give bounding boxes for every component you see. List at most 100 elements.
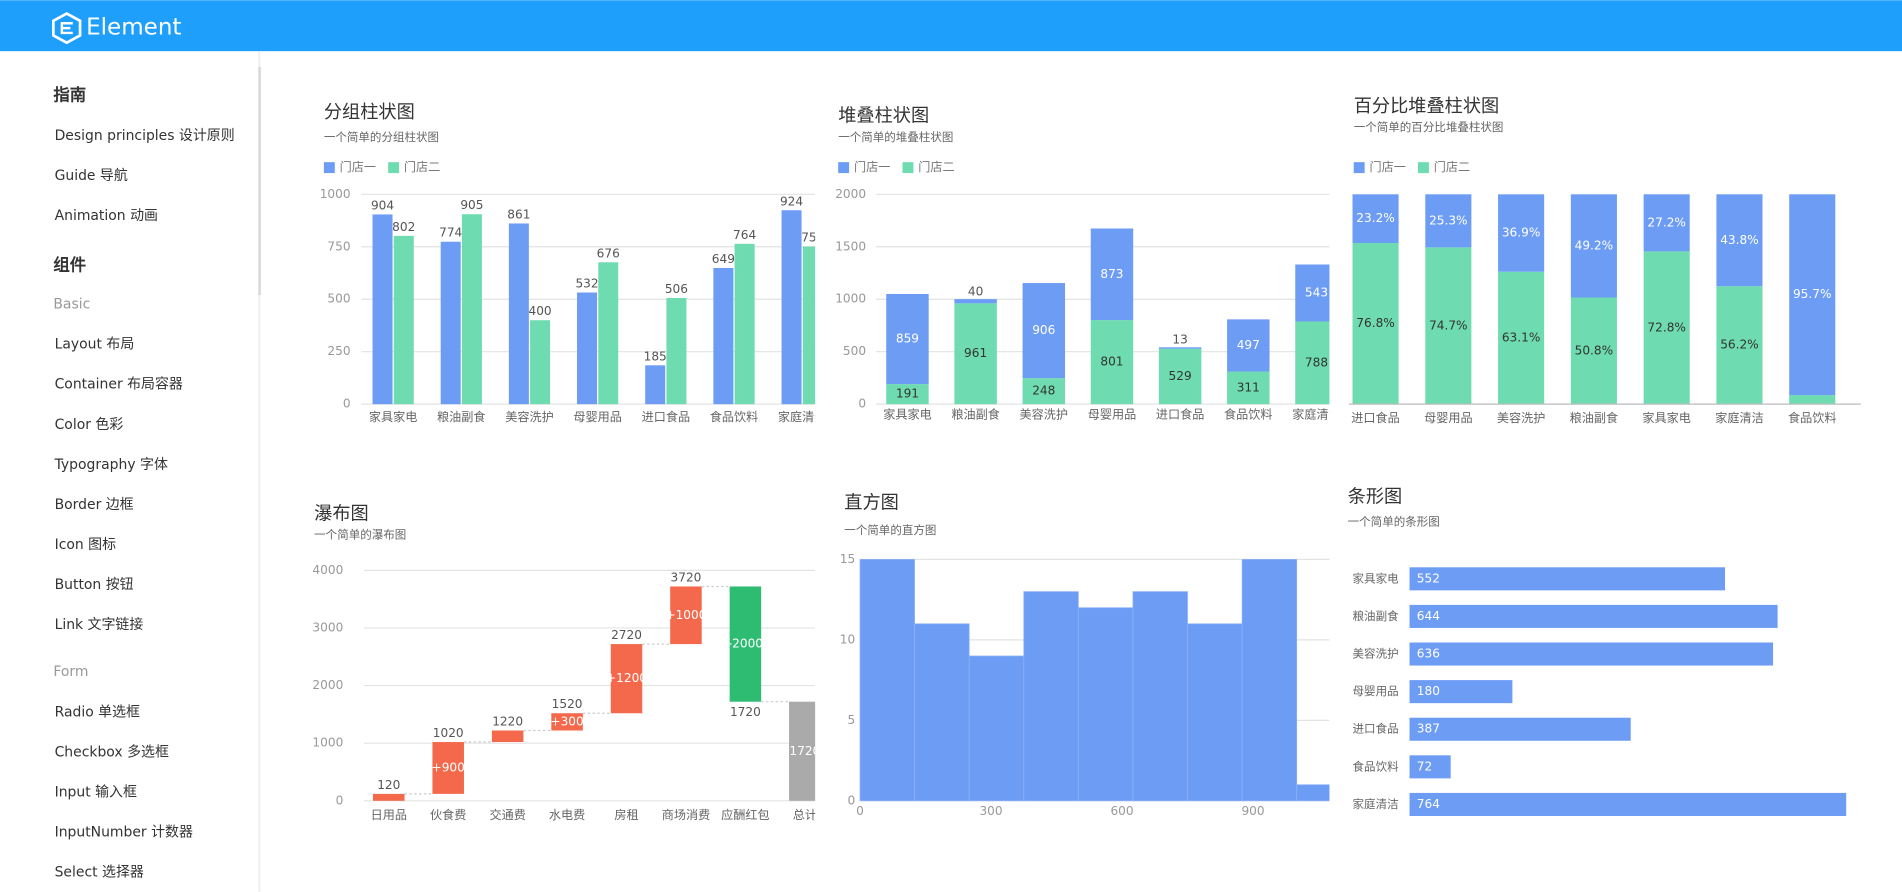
x-tick-label: 食品饮料 — [1224, 407, 1273, 422]
bar — [610, 644, 643, 714]
nav-item[interactable]: Color 色彩 — [55, 416, 124, 433]
x-tick-label: 美容洗护 — [1497, 410, 1546, 425]
bar-segment — [1227, 371, 1270, 405]
x-tick-label: 母婴用品 — [1424, 411, 1473, 425]
sidebar: 指南 Design principles 设计原则 Guide 导航 Animatio… — [53, 86, 234, 881]
legend-swatch — [1418, 162, 1429, 174]
y-tick-label: 食品饮料 — [1353, 759, 1400, 773]
legend-label: 门店一 — [340, 159, 376, 174]
bar-segment — [1789, 395, 1836, 405]
bar — [577, 292, 598, 405]
data-label: 676 — [597, 246, 620, 260]
section-title: 指南 — [53, 86, 86, 105]
data-label: 801 — [1100, 355, 1123, 369]
bar — [670, 586, 702, 645]
chart-title: 分组柱状图 — [324, 102, 415, 123]
nav-item[interactable]: Checkbox 多选框 — [55, 743, 169, 760]
nav-item[interactable]: Guide 导航 — [55, 168, 128, 184]
data-label: 400 — [529, 304, 552, 318]
data-label: 859 — [896, 332, 919, 346]
nav-item[interactable]: Button 按钮 — [55, 577, 134, 593]
nav-item[interactable]: Animation 动画 — [55, 208, 158, 224]
logo-text: Element — [86, 15, 181, 41]
x-tick-label: 900 — [1241, 804, 1264, 818]
legend-swatch — [902, 162, 914, 174]
x-tick-label: 应酬红包 — [721, 807, 770, 822]
bar-segment — [1158, 348, 1202, 405]
bar — [373, 793, 405, 801]
nav-item[interactable]: Layout 布局 — [55, 337, 135, 353]
x-tick-label: 食品饮料 — [1788, 410, 1837, 425]
y-tick-label: 3000 — [312, 620, 343, 634]
y-tick-label: 进口食品 — [1353, 722, 1399, 736]
nav-item[interactable]: Container 布局容器 — [55, 376, 183, 393]
running-total-label: 120 — [377, 778, 400, 792]
nav-item[interactable]: Border 边框 — [55, 497, 134, 513]
y-tick-label: 500 — [843, 344, 866, 358]
bar-segment — [1498, 194, 1545, 272]
x-tick-label: 日用品 — [371, 808, 407, 822]
nav-item[interactable]: Link 文字链接 — [55, 616, 144, 633]
y-tick-label: 1000 — [320, 187, 351, 201]
y-tick-label: 5 — [847, 713, 855, 727]
x-tick-label: 食品饮料 — [710, 409, 759, 424]
data-label: +1000 — [665, 608, 706, 622]
bar — [666, 297, 687, 405]
bar — [1409, 717, 1631, 741]
y-tick-label: 2000 — [312, 678, 343, 692]
x-tick-label: 母婴用品 — [1088, 408, 1137, 422]
data-label: 248 — [1032, 384, 1055, 398]
bar-segment — [1425, 247, 1472, 405]
bar-segment — [1227, 319, 1270, 372]
sidebar-border — [258, 51, 261, 892]
data-label: 644 — [1417, 609, 1440, 623]
bar-segment — [1643, 251, 1690, 405]
chart-subtitle: 一个简单的条形图 — [1348, 514, 1440, 528]
running-total-label: 2720 — [611, 628, 642, 642]
data-label: 906 — [1032, 323, 1055, 337]
x-tick-label: 商场消费 — [662, 807, 711, 822]
data-label: 774 — [439, 226, 462, 240]
bar-segment — [1352, 194, 1399, 243]
section-title: 组件 — [53, 255, 86, 274]
chart-title: 瀑布图 — [314, 504, 369, 525]
logo[interactable]: Element — [52, 12, 181, 45]
data-label: 861 — [507, 207, 530, 221]
nav-item[interactable]: InputNumber 计数器 — [55, 824, 193, 840]
chart-title: 直方图 — [844, 493, 899, 514]
running-total-label: 1720 — [730, 705, 761, 719]
bar-segment — [1498, 271, 1545, 405]
histogram-bar — [1078, 607, 1134, 802]
running-total-label: 1520 — [552, 697, 583, 711]
bar — [789, 701, 816, 801]
nav-item[interactable]: Design principles 设计原则 — [55, 128, 235, 144]
bar-segment — [1352, 242, 1399, 405]
data-label: 905 — [460, 198, 483, 212]
data-label: 904 — [371, 198, 394, 212]
data-label: 185 — [644, 349, 667, 363]
running-total-label: 1220 — [492, 715, 523, 729]
bar — [372, 214, 393, 405]
x-tick-label: 家庭清洁 — [1715, 410, 1764, 425]
bar-segment — [1789, 194, 1836, 396]
histogram-bar — [1023, 591, 1079, 802]
data-label: +900 — [432, 760, 465, 774]
nav-item[interactable]: Icon 图标 — [55, 537, 117, 553]
histogram-bar — [1187, 623, 1243, 802]
nav-item[interactable]: Input 输入框 — [55, 784, 137, 800]
bar-segment — [954, 303, 997, 405]
x-tick-label: 母婴用品 — [573, 410, 622, 424]
x-tick-label: 家庭清洁 — [778, 409, 827, 424]
nav-item[interactable]: Select 选择器 — [55, 864, 144, 880]
data-label: 72.8% — [1647, 320, 1686, 334]
bar — [1409, 567, 1726, 591]
bar — [781, 210, 802, 405]
scrollbar[interactable] — [258, 66, 261, 295]
nav-item[interactable]: Radio 单选框 — [55, 704, 140, 720]
bar-segment — [1716, 194, 1763, 287]
nav-item[interactable]: Typography 字体 — [54, 457, 168, 473]
data-label: 497 — [1237, 338, 1260, 352]
group-title: Form — [53, 664, 88, 680]
